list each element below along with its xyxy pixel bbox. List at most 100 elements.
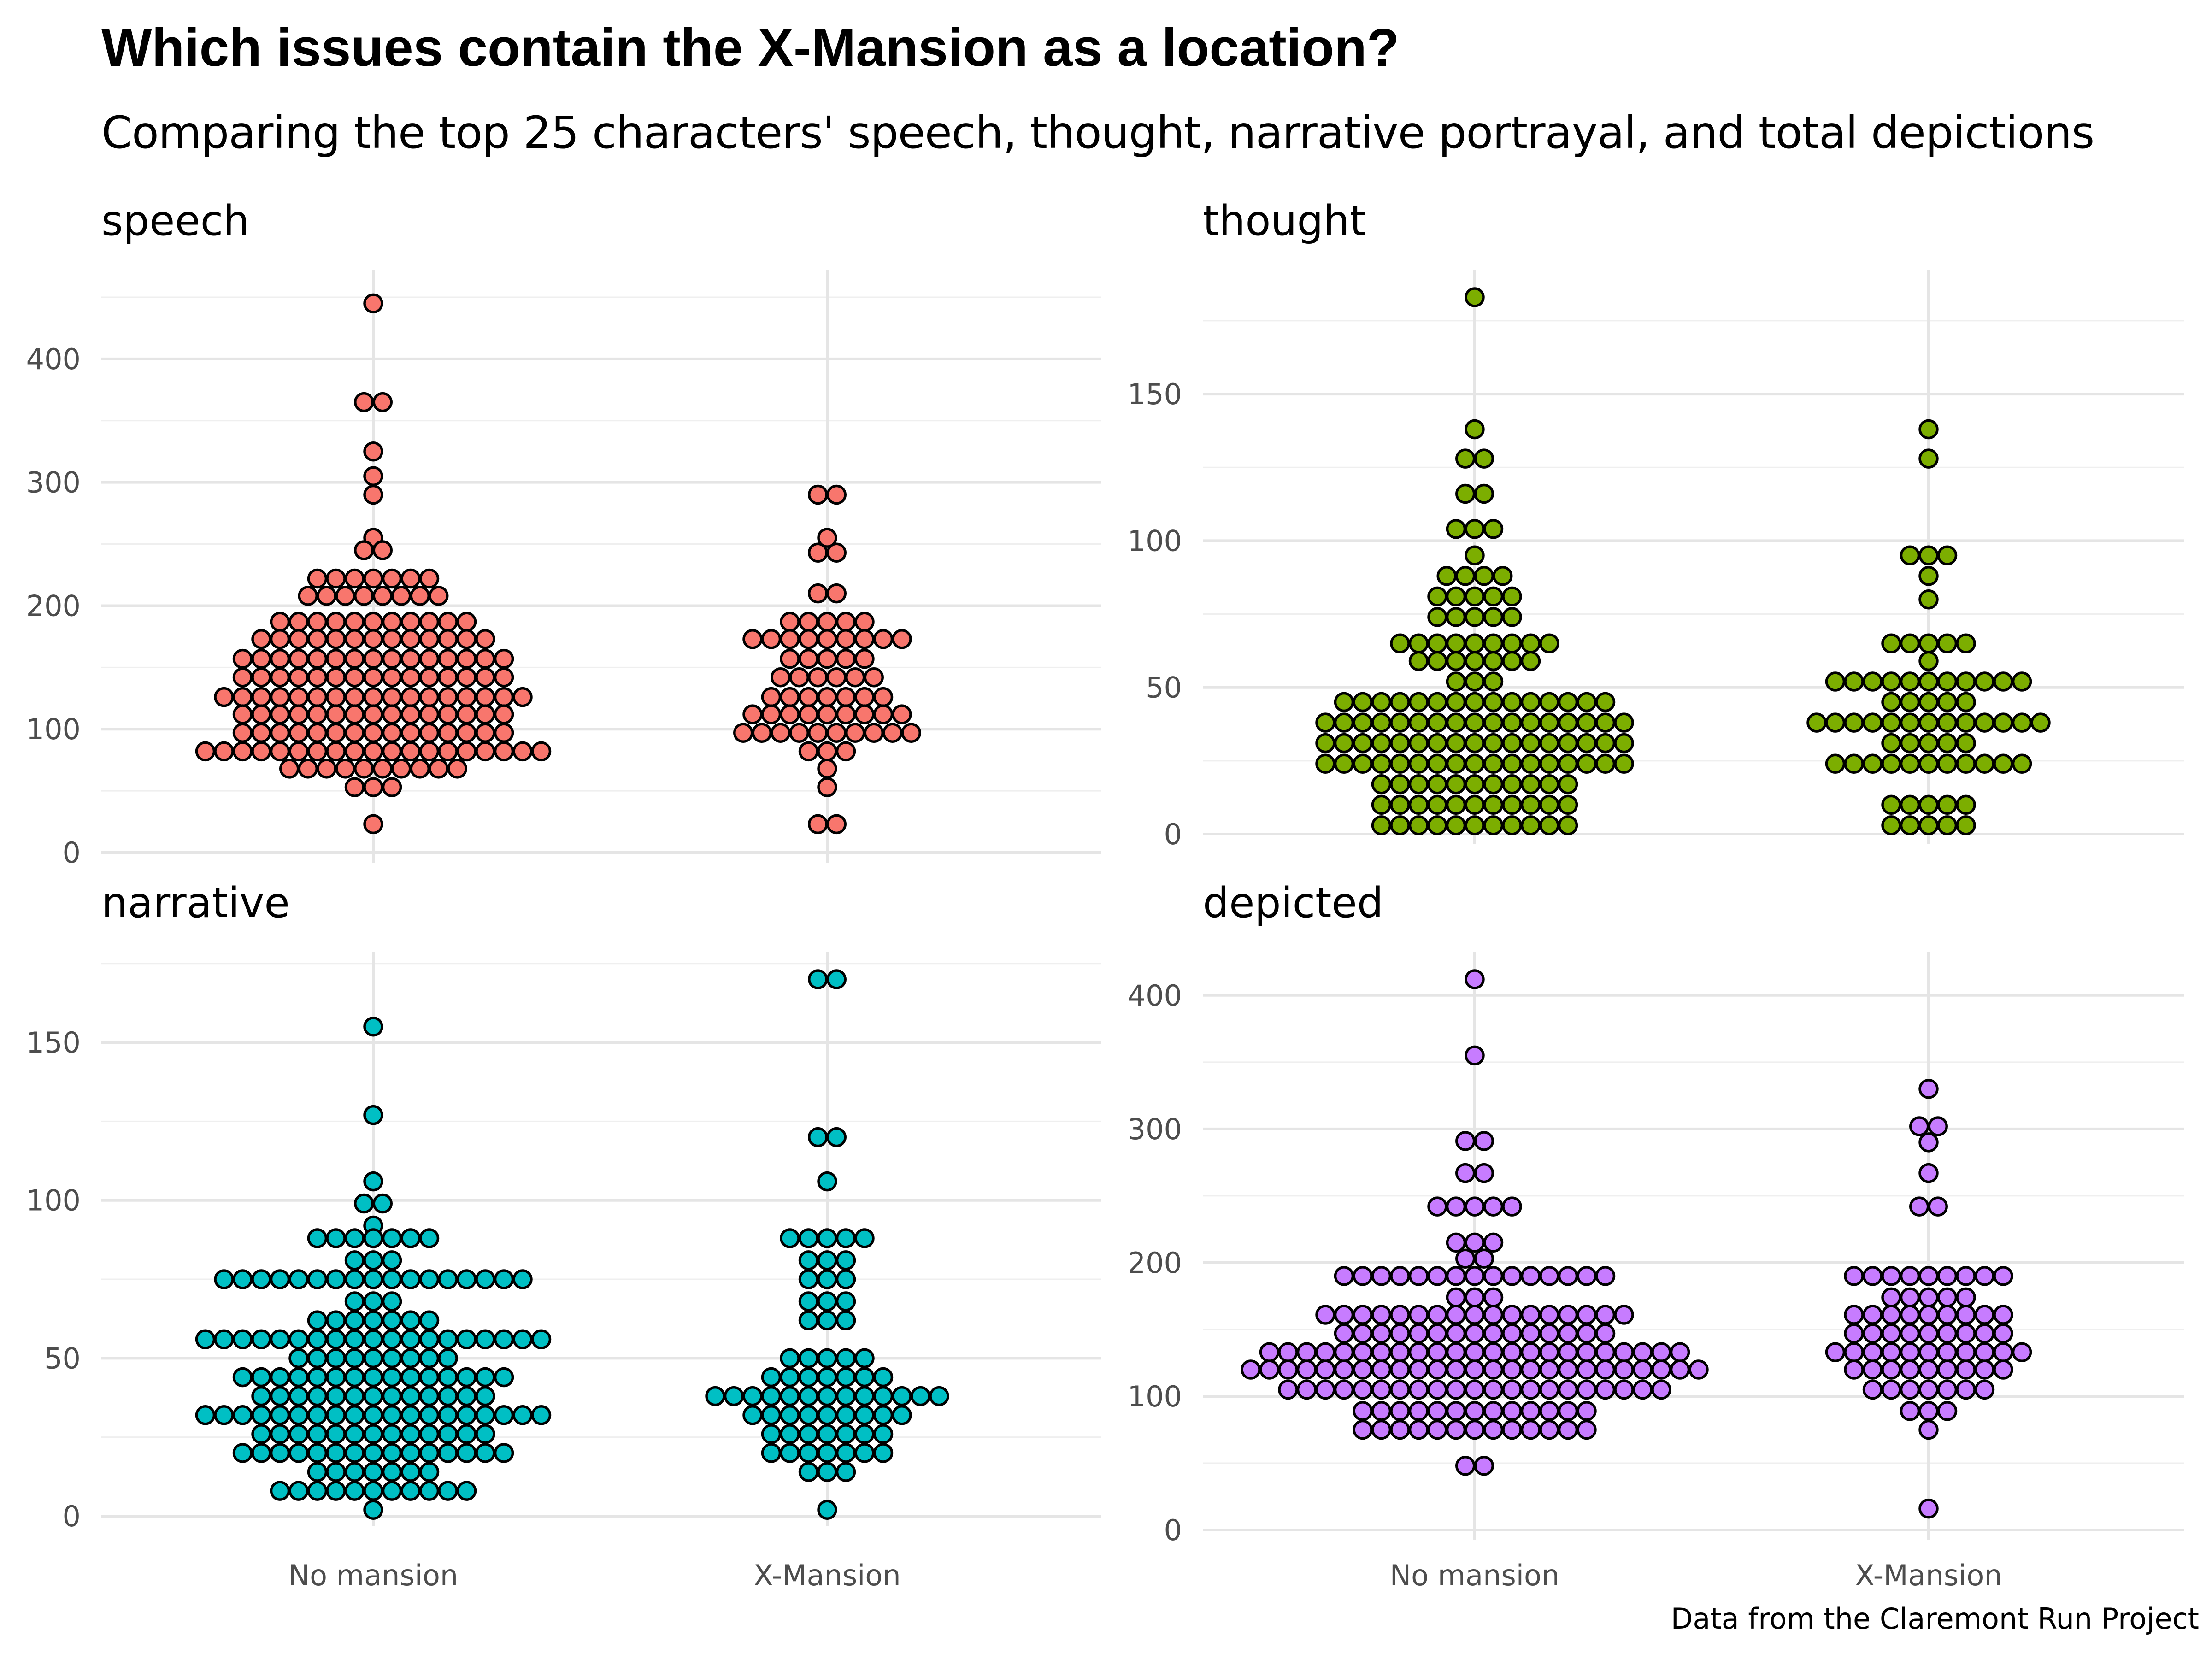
data-point [438,1329,458,1349]
data-point [1465,419,1485,440]
data-point [344,1481,365,1501]
data-point [1577,733,1597,753]
data-point [1577,753,1597,774]
data-point [780,612,800,632]
data-point [1427,692,1447,712]
data-point [798,1348,819,1369]
data-point [1465,692,1485,712]
data-point [826,484,847,505]
data-point [363,1269,383,1289]
data-point [1353,1323,1373,1344]
data-point [1881,794,1901,815]
data-point [1918,712,1939,733]
data-point [1539,753,1559,774]
data-point [363,466,383,487]
data-point [1881,1287,1901,1308]
data-point [1474,1163,1494,1183]
data-point [1390,712,1410,733]
data-point [429,759,449,779]
data-point [1806,712,1827,733]
data-point [1614,1342,1634,1362]
data-point [835,1367,856,1388]
data-point [1918,1342,1939,1362]
y-tick-label: 0 [1164,1513,1182,1547]
data-point [419,1481,440,1501]
chart-caption: Data from the Claremont Run Project [1671,1602,2199,1635]
data-point [1446,1266,1466,1286]
data-point [494,687,514,707]
data-point [419,1386,440,1406]
data-point [761,704,782,724]
data-point [1427,1379,1447,1400]
y-tick-label: 400 [1128,979,1182,1012]
data-point [1937,1266,1958,1286]
data-point [808,1127,828,1147]
data-point [771,723,791,743]
data-point [1371,1379,1392,1400]
data-point [1334,1342,1354,1362]
data-point [705,1386,725,1406]
data-point [1408,1323,1429,1344]
data-point [475,667,495,688]
data-point [1427,1359,1447,1380]
data-point [1993,1359,2013,1380]
data-point [214,687,234,707]
data-point [1558,1305,1578,1325]
data-point [1296,1342,1317,1362]
data-point [419,704,440,724]
data-point [817,1250,837,1271]
data-point [475,741,495,762]
data-point [1474,483,1494,504]
data-point [400,1310,421,1330]
data-point [382,777,402,797]
data-point [1844,712,1864,733]
data-point [1465,1323,1485,1344]
data-point [1446,1359,1466,1380]
y-tick-label: 400 [26,342,81,376]
data-point [382,1228,402,1248]
data-point [512,1329,533,1349]
data-point [251,1443,271,1463]
data-point [307,1310,328,1330]
data-point [382,1462,402,1482]
data-point [1918,1132,1939,1153]
data-point [1474,1131,1494,1151]
data-point [288,1329,309,1349]
data-point [808,814,828,835]
data-point [400,1443,421,1463]
data-point [854,1443,875,1463]
data-point [1577,1323,1597,1344]
data-point [288,1405,309,1425]
data-point [438,1367,458,1388]
y-tick-label: 150 [1128,377,1182,411]
data-point [798,1462,819,1482]
data-point [1390,692,1410,712]
data-point [835,1443,856,1463]
data-point [456,629,477,649]
data-point [1483,692,1504,712]
data-point [780,1367,800,1388]
data-point [1315,1379,1335,1400]
data-point [1483,1232,1504,1253]
data-point [1844,1342,1864,1362]
data-point [724,1386,744,1406]
data-point [1918,419,1939,440]
data-point [419,723,440,743]
data-point [1446,1379,1466,1400]
data-point [251,1367,271,1388]
data-point [288,1443,309,1463]
data-point [307,568,328,589]
data-point [2012,1342,2032,1362]
data-point [307,687,328,707]
data-point [419,1443,440,1463]
data-point [307,1228,328,1248]
data-point [854,1405,875,1425]
y-tick-label: 0 [1164,818,1182,851]
data-point [363,814,383,835]
data-point [1909,1196,1930,1217]
data-point [1427,1196,1447,1217]
data-point [845,667,865,688]
data-point [1502,1305,1522,1325]
data-point [1918,1359,1939,1380]
data-point [835,629,856,649]
